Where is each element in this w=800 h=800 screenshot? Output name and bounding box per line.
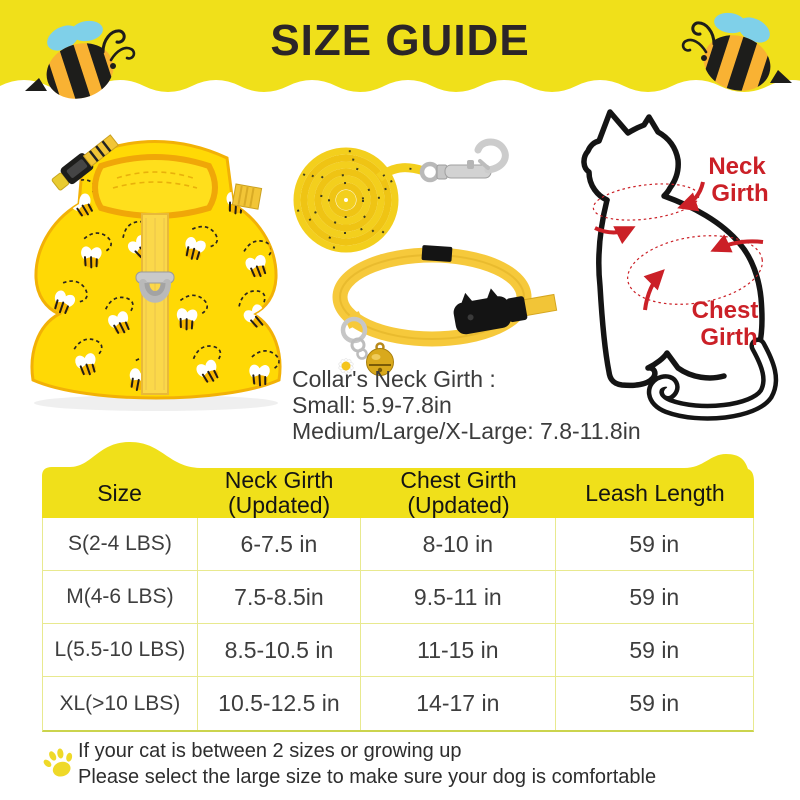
table-cell: 14-17 in	[361, 677, 556, 730]
table-row-large: L(5.5-10 LBS) 8.5-10.5 in 11-15 in 59 in	[43, 624, 753, 677]
header-label: Size	[97, 479, 142, 506]
collar-note-line: Collar's Neck Girth :	[292, 366, 496, 392]
table-cell: 59 in	[629, 690, 680, 716]
table-header-row: Size Neck Girth (Updated) Chest Girth (U…	[42, 467, 754, 519]
neck-girth-label: Neck	[708, 153, 766, 180]
table-row-small: S(2-4 LBS) 6-7.5 in 8-10 in 59 in	[43, 518, 753, 571]
leash-coil	[293, 147, 399, 253]
collar-d-ring	[340, 311, 368, 360]
table-cell: 59 in	[629, 583, 680, 610]
table-cell: 10.5-12.5 in	[198, 677, 362, 730]
neck-girth-label: Girth	[711, 180, 768, 207]
shoulder-strap-stub	[231, 183, 263, 210]
header-sublabel: (Updated)	[407, 492, 510, 519]
daisy-charm	[338, 358, 354, 374]
header-cell-size: Size	[42, 468, 197, 519]
table-cell: 11-15 in	[361, 624, 556, 676]
chest-girth-label: Chest	[692, 297, 759, 324]
collar-slider	[421, 245, 453, 262]
table-cell: 7.5-8.5in	[198, 571, 362, 623]
table-cell: XL(>10 LBS)	[43, 677, 198, 730]
table-cell: 6-7.5 in	[198, 518, 362, 570]
table-row-medium: M(4-6 LBS) 7.5-8.5in 9.5-11 in 59 in	[43, 571, 753, 624]
cat-outline	[581, 109, 765, 389]
collar-note-line: Small: 5.9-7.8in	[292, 392, 452, 418]
page-title: SIZE GUIDE	[270, 16, 530, 65]
collar-buckle	[453, 288, 558, 335]
table-cell: 59 in	[629, 636, 680, 663]
table-body: S(2-4 LBS) 6-7.5 in 8-10 in 59 in M(4-6 …	[42, 518, 754, 732]
table-cell: S(2-4 LBS)	[43, 518, 198, 570]
measure-arrows	[594, 181, 764, 311]
table-cell: 8.5-10.5 in	[198, 624, 362, 676]
header-sublabel: (Updated)	[227, 492, 331, 519]
header-cell-leash-length: Leash Length	[556, 468, 754, 519]
header-cell-neck-girth: Neck Girth (Updated)	[197, 467, 361, 519]
leash-image	[293, 138, 509, 253]
table-cell: L(5.5-10 LBS)	[43, 624, 198, 676]
banner	[0, 0, 800, 104]
size-table: Size Neck Girth (Updated) Chest Girth (U…	[42, 442, 754, 732]
table-cell: 9.5-11 in	[361, 571, 556, 623]
banner-background	[0, 0, 800, 92]
d-ring	[135, 271, 175, 303]
header-label: Neck Girth	[224, 467, 334, 493]
harness-image	[30, 134, 282, 411]
chest-girth-label: Girth	[700, 324, 757, 351]
header-cell-chest-girth: Chest Girth (Updated)	[361, 467, 556, 519]
table-cell: M(4-6 LBS)	[43, 571, 198, 623]
table-row-xlarge: XL(>10 LBS) 10.5-12.5 in 14-17 in 59 in	[43, 677, 753, 730]
bell-charm	[366, 342, 394, 376]
footer-note-line2: Please select the large size to make sur…	[78, 766, 657, 788]
leash-clasp	[419, 138, 509, 183]
collar-girth-note: Collar's Neck Girth : Small: 5.9-7.8in M…	[292, 366, 641, 444]
table-cell: 8-10 in	[361, 518, 556, 570]
paw-icon	[43, 748, 73, 777]
table-cell: 59 in	[629, 530, 680, 557]
footer-note-line1: If your cat is between 2 sizes or growin…	[78, 740, 462, 762]
cat-diagram: Neck Girth Chest Girth	[581, 109, 779, 421]
girth-labels: Neck Girth Chest Girth	[692, 153, 769, 351]
header-label: Leash Length	[585, 479, 725, 506]
collar-note-line: Medium/Large/X-Large: 7.8-11.8in	[292, 418, 641, 444]
table-header-background	[42, 442, 754, 518]
chest-girth-ellipse	[627, 235, 763, 305]
header-label: Chest Girth	[400, 467, 517, 493]
collar-image	[332, 245, 558, 376]
harness-buckle	[51, 134, 120, 191]
